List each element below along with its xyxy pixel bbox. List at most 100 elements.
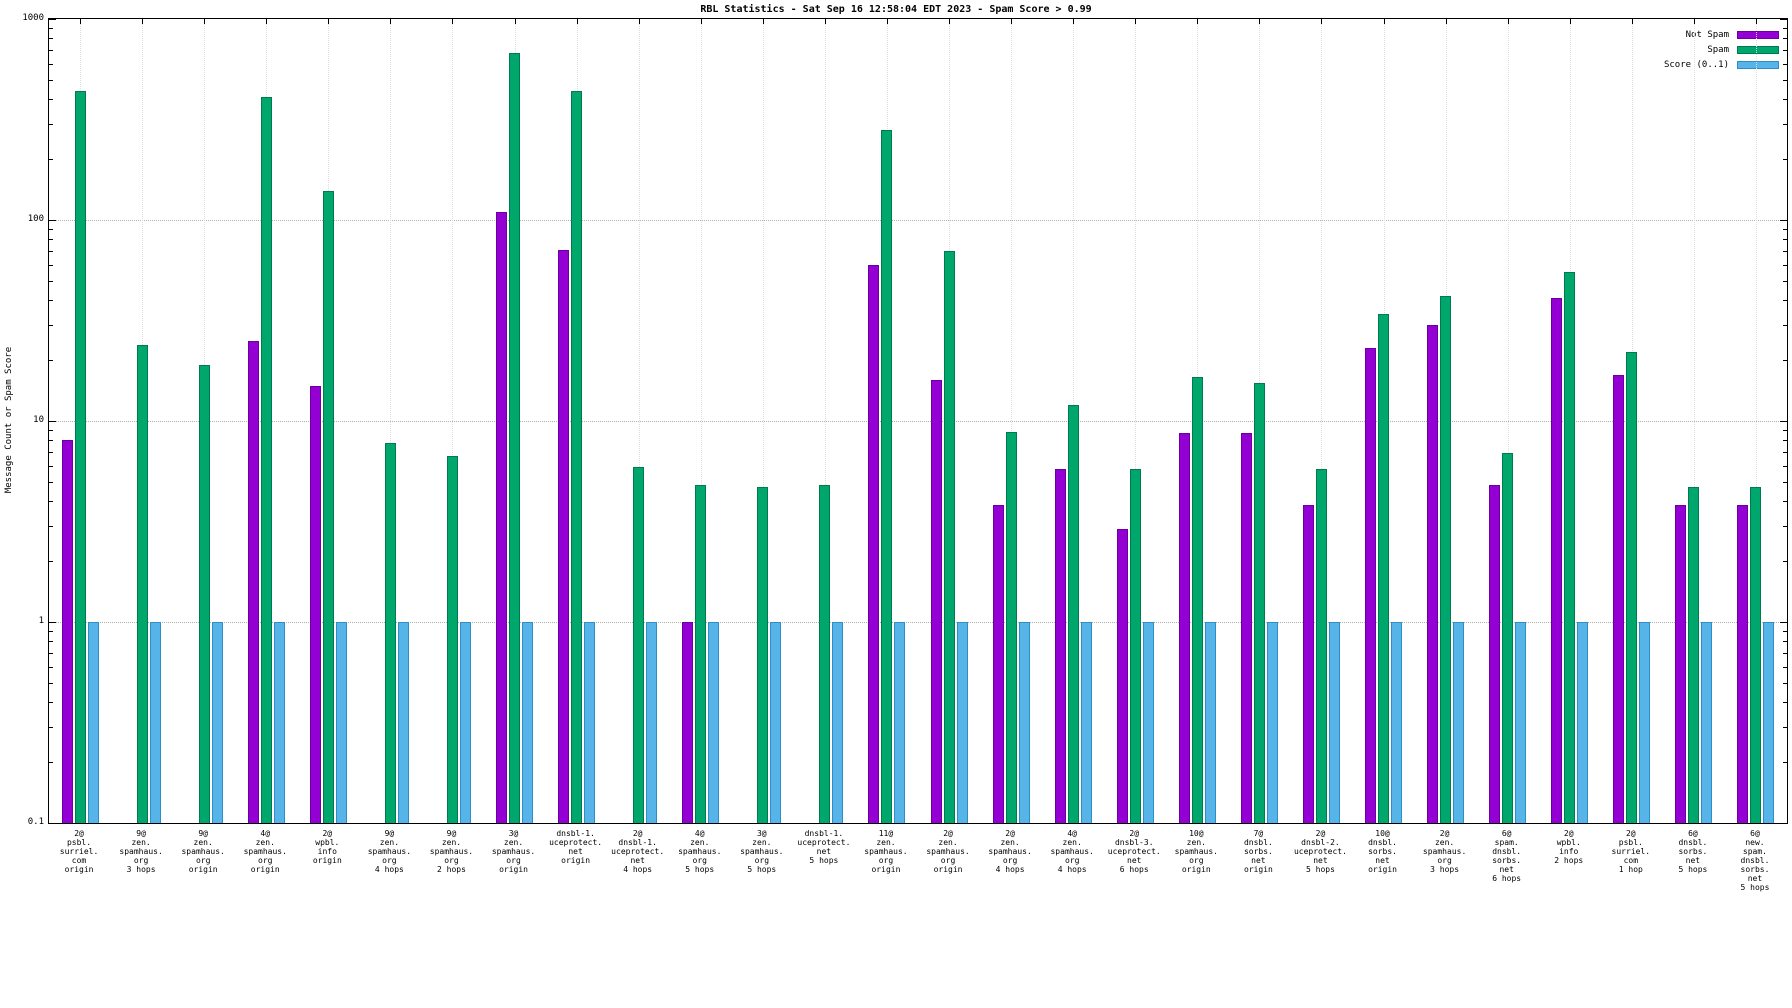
- y-minor-tick: [49, 452, 53, 454]
- x-tick-mark: [1073, 19, 1075, 24]
- y-minor-tick: [49, 360, 53, 362]
- plot-area: Not Spam Spam Score (0..1): [48, 18, 1788, 824]
- chart-title: RBL Statistics - Sat Sep 16 12:58:04 EDT…: [700, 4, 1092, 15]
- x-tick-label: 6@ dnsbl. sorbs. net 5 hops: [1678, 829, 1708, 874]
- y-minor-tick: [49, 28, 53, 30]
- bar-not-spam: [1737, 505, 1749, 823]
- y-tick-label: 10: [33, 415, 44, 425]
- bar-not-spam: [1365, 348, 1377, 823]
- x-tick-mark: [204, 19, 206, 24]
- y-tick-label: 100: [27, 214, 44, 224]
- bar-score-0-1: [1391, 622, 1403, 823]
- y-minor-tick: [1783, 280, 1787, 282]
- bar-spam: [943, 251, 955, 823]
- y-minor-tick: [1783, 452, 1787, 454]
- x-tick-mark: [1197, 19, 1199, 24]
- y-tick-mark: [1780, 421, 1787, 422]
- bar-not-spam: [1551, 297, 1563, 823]
- y-minor-tick: [1783, 124, 1787, 126]
- bar-not-spam: [930, 379, 942, 823]
- y-minor-tick: [1783, 50, 1787, 52]
- x-tick-label: 9@ zen. spamhaus. org 3 hops: [119, 829, 163, 874]
- y-minor-tick: [49, 98, 53, 100]
- y-minor-tick: [1783, 682, 1787, 684]
- y-tick-mark: [1780, 19, 1787, 20]
- bar-spam: [1315, 468, 1327, 823]
- x-tick-label: 4@ zen. spamhaus. org 5 hops: [678, 829, 722, 874]
- bar-score-0-1: [1080, 622, 1092, 823]
- y-minor-tick: [1783, 701, 1787, 703]
- bar-spam: [1564, 272, 1576, 823]
- y-minor-tick: [49, 325, 53, 327]
- x-tick-label: 10@ dnsbl. sorbs. net origin: [1368, 829, 1397, 874]
- y-minor-tick: [49, 50, 53, 52]
- bar-score-0-1: [522, 622, 534, 823]
- y-minor-tick: [1783, 98, 1787, 100]
- y-minor-tick: [49, 264, 53, 266]
- y-tick-mark: [49, 220, 56, 221]
- x-tick-label: 9@ zen. spamhaus. org 2 hops: [429, 829, 474, 874]
- bar-spam: [1440, 295, 1452, 823]
- x-gridline: [700, 19, 702, 823]
- y-minor-tick: [49, 762, 53, 764]
- x-gridline: [638, 19, 640, 823]
- y-minor-tick: [1783, 481, 1787, 483]
- y-minor-tick: [49, 682, 53, 684]
- x-tick-label: 2@ psbl. surriel. com 1 hop: [1611, 829, 1651, 874]
- y-tick-mark: [1780, 823, 1787, 824]
- bar-not-spam: [1427, 325, 1439, 823]
- bar-not-spam: [247, 341, 259, 823]
- x-gridline: [452, 19, 454, 823]
- y-minor-tick: [49, 641, 53, 643]
- x-tick-label: 2@ zen. spamhaus. org origin: [926, 829, 970, 874]
- y-tick-mark: [1780, 622, 1787, 623]
- y-minor-tick: [49, 701, 53, 703]
- x-gridline: [1011, 19, 1013, 823]
- bar-not-spam: [1178, 433, 1190, 823]
- y-minor-tick: [49, 653, 53, 655]
- x-tick-mark: [514, 19, 516, 24]
- y-minor-tick: [49, 465, 53, 467]
- bar-spam: [260, 96, 272, 823]
- bar-spam: [757, 486, 769, 823]
- x-gridline: [762, 19, 764, 823]
- y-minor-tick: [1783, 38, 1787, 40]
- x-tick-label: 3@ zen. spamhaus. org origin: [491, 829, 536, 874]
- bar-not-spam: [992, 505, 1004, 823]
- y-minor-tick: [49, 727, 53, 729]
- x-gridline: [1507, 19, 1509, 823]
- y-gridline: [49, 421, 1787, 422]
- bar-score-0-1: [832, 622, 844, 823]
- bar-spam: [446, 455, 458, 823]
- y-minor-tick: [49, 666, 53, 668]
- bar-not-spam: [1116, 529, 1128, 823]
- y-minor-tick: [1783, 561, 1787, 563]
- bar-not-spam: [1240, 433, 1252, 823]
- bar-spam: [1688, 486, 1700, 823]
- x-tick-mark: [1259, 19, 1261, 24]
- bar-score-0-1: [1266, 622, 1278, 823]
- y-minor-tick: [49, 500, 53, 502]
- x-tick-mark: [762, 19, 764, 24]
- bar-not-spam: [61, 440, 73, 823]
- x-tick-label: 2@ dnsbl-3. uceprotect. net 6 hops: [1107, 829, 1161, 874]
- bar-score-0-1: [1142, 622, 1154, 823]
- x-tick-mark: [949, 19, 951, 24]
- y-minor-tick: [1783, 430, 1787, 432]
- x-tick-mark: [328, 19, 330, 24]
- legend-swatch: [1737, 60, 1779, 69]
- y-minor-tick: [49, 251, 53, 253]
- bar-not-spam: [496, 211, 508, 823]
- bar-spam: [322, 190, 334, 823]
- bar-score-0-1: [273, 622, 285, 823]
- y-minor-tick: [49, 526, 53, 528]
- y-minor-tick: [49, 561, 53, 563]
- y-minor-tick: [49, 63, 53, 65]
- y-minor-tick: [49, 631, 53, 633]
- y-tick-mark: [49, 823, 56, 824]
- bar-spam: [198, 364, 210, 823]
- y-minor-tick: [49, 299, 53, 301]
- x-tick-label: 2@ dnsbl-2. uceprotect. net 5 hops: [1293, 829, 1347, 874]
- y-minor-tick: [1783, 465, 1787, 467]
